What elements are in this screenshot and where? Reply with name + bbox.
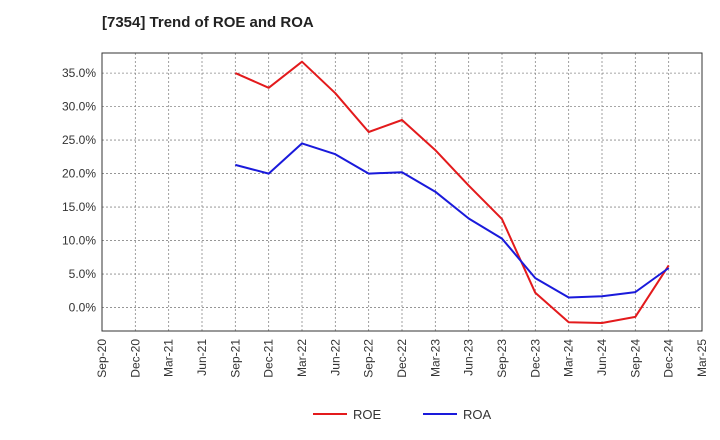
x-tick-label: Sep-24 [628, 339, 642, 378]
x-tick-label: Jun-24 [595, 339, 609, 376]
x-tick-label: Dec-23 [528, 339, 542, 378]
plot-area [102, 53, 702, 331]
legend-label-roe: ROE [353, 407, 382, 422]
x-tick-label: Mar-22 [295, 339, 309, 377]
x-tick-label: Sep-21 [228, 339, 242, 378]
y-tick-label: 25.0% [62, 133, 96, 147]
legend-layer: ROE ROA [313, 407, 492, 422]
y-tick-label: 10.0% [62, 234, 96, 248]
x-tick-label: Dec-20 [128, 339, 142, 378]
y-tick-label: 0.0% [69, 301, 97, 315]
grid-layer [101, 52, 703, 332]
series-line-roa [235, 142, 670, 299]
legend-label-roa: ROA [463, 407, 492, 422]
plot-border [101, 52, 703, 332]
x-tick-label: Jun-23 [462, 339, 476, 376]
axis-layer: 0.0% 5.0% 10.0% 15.0% 20.0% 25.0% 30.0% 35.0% Se… [62, 66, 709, 378]
x-tick-label: Jun-21 [195, 339, 209, 376]
chart-title: [7354] Trend of ROE and ROA [102, 14, 314, 31]
y-tick-label: 15.0% [62, 200, 96, 214]
y-tick-label: 5.0% [69, 267, 97, 281]
x-tick-label: Sep-23 [495, 339, 509, 378]
x-tick-label: Mar-23 [428, 339, 442, 377]
x-tick-label: Sep-20 [95, 339, 109, 378]
x-tick-label: Mar-24 [562, 339, 576, 377]
x-tick-label: Dec-21 [262, 339, 276, 378]
series-layer [234, 60, 670, 324]
x-tick-label: Sep-22 [362, 339, 376, 378]
y-tick-label: 20.0% [62, 167, 96, 181]
y-tick-label: 30.0% [62, 100, 96, 114]
series-line-roe [234, 60, 670, 324]
x-tick-label: Mar-21 [162, 339, 176, 377]
x-tick-label: Dec-24 [662, 339, 676, 378]
x-tick-label: Mar-25 [695, 339, 709, 377]
y-tick-label: 35.0% [62, 66, 96, 80]
x-tick-label: Dec-22 [395, 339, 409, 378]
x-tick-label: Jun-22 [328, 339, 342, 376]
